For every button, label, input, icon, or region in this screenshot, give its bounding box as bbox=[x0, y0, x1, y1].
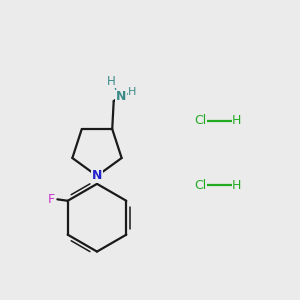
Text: F: F bbox=[48, 193, 55, 206]
Text: H: H bbox=[232, 179, 242, 192]
Text: H: H bbox=[128, 87, 136, 97]
Text: N: N bbox=[116, 90, 126, 103]
Text: Cl: Cl bbox=[194, 114, 206, 127]
Text: Cl: Cl bbox=[194, 179, 206, 192]
Text: N: N bbox=[92, 169, 102, 182]
Text: H: H bbox=[107, 75, 116, 88]
Text: H: H bbox=[232, 114, 242, 127]
